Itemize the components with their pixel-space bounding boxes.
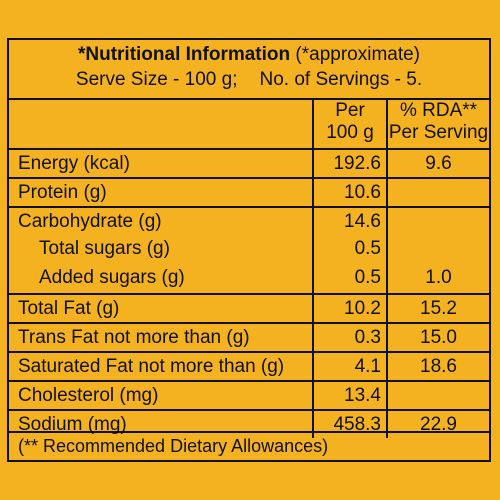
row-label: Protein (g) [9,179,314,206]
row-per-100g: 14.6 [314,208,388,235]
row-label: Carbohydrate (g) [9,208,314,235]
table-row: Sodium (mg) 458.3 22.9 [9,409,489,438]
row-rda: 18.6 [420,356,457,377]
rda-line-1: % RDA** [399,100,478,121]
table-row: Protein (g) 10.6 [9,177,489,206]
serve-size: Serve Size - 100 g; [75,69,238,90]
nutrition-table: *Nutritional Information (*approximate) … [7,38,491,462]
row-label: Saturated Fat not more than (g) [9,353,314,380]
table-row: Energy (kcal) 192.6 9.6 [9,148,489,177]
table-row: Cholesterol (mg) 13.4 [9,380,489,409]
table-row: Carbohydrate (g) 14.6 [9,206,489,235]
row-rda [388,382,489,409]
table-row: Trans Fat not more than (g) 0.3 15.0 [9,322,489,351]
row-per-100g: 192.6 [314,150,388,177]
row-rda: 15.0 [420,327,457,348]
table-row: Added sugars (g) 0.5 1.0 [9,264,489,293]
row-rda: 22.9 [420,414,457,435]
title-bold: *Nutritional Information [77,44,291,65]
row-rda: 1.0 [425,267,452,288]
column-header-rda: % RDA** Per Serving [388,98,489,148]
rda-line-2: Per Serving [388,122,489,143]
row-rda: 15.2 [420,298,457,319]
row-label: Total Fat (g) [9,295,314,322]
title-note: (*approximate) [290,44,421,65]
column-header-label [9,98,314,148]
table-row: Total Fat (g) 10.2 15.2 [9,293,489,322]
row-label: Energy (kcal) [9,150,314,177]
table-title: *Nutritional Information (*approximate) [9,43,489,67]
table-row: Total sugars (g) 0.5 [9,235,489,264]
row-per-100g: 458.3 [314,411,388,438]
per-line-2: 100 g [326,122,374,143]
row-per-100g: 10.6 [314,179,388,206]
row-per-100g: 10.2 [314,295,388,322]
row-rda [388,208,489,235]
per-line-1: Per [335,100,365,121]
table-grid: Per 100 g % RDA** Per Serving Energy (kc… [9,98,489,438]
table-header: *Nutritional Information (*approximate) … [9,40,489,100]
row-per-100g: 0.5 [314,235,388,264]
row-label: Total sugars (g) [9,235,314,264]
row-rda [388,179,489,206]
column-header-per-100g: Per 100 g [314,98,388,148]
serving-info: Serve Size - 100 g; No. of Servings - 5. [9,68,489,92]
row-rda: 9.6 [425,153,452,174]
row-label: Added sugars (g) [9,264,314,293]
row-per-100g: 13.4 [314,382,388,409]
row-per-100g: 0.3 [314,324,388,351]
row-per-100g: 4.1 [314,353,388,380]
column-header-row: Per 100 g % RDA** Per Serving [9,98,489,148]
row-label: Trans Fat not more than (g) [9,324,314,351]
row-label: Sodium (mg) [9,411,314,438]
table-row: Saturated Fat not more than (g) 4.1 18.6 [9,351,489,380]
rda-footnote: (** Recommended Dietary Allowances) [9,431,489,460]
row-per-100g: 0.5 [314,264,388,293]
row-rda [388,235,489,264]
servings-count: No. of Servings - 5. [259,69,423,90]
row-label: Cholesterol (mg) [9,382,314,409]
